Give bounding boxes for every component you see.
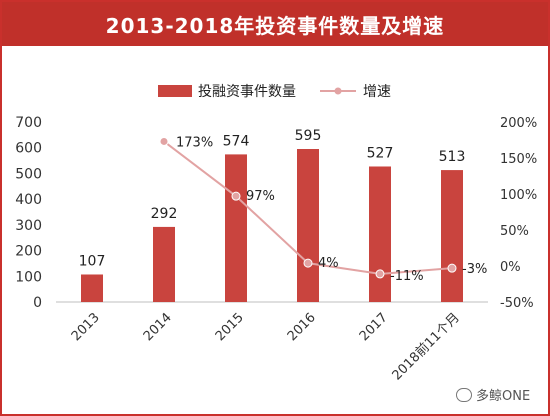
bar bbox=[153, 226, 175, 302]
growth-point bbox=[375, 269, 385, 279]
y-right-tick-label: 100% bbox=[500, 188, 537, 203]
bar-value-label: 107 bbox=[79, 253, 106, 269]
chart-title: 2013-2018年投资事件数量及增速 bbox=[2, 2, 548, 46]
watermark: 多鲸ONE bbox=[456, 385, 530, 404]
growth-value-label: -3% bbox=[462, 262, 487, 277]
growth-value-label: 4% bbox=[318, 256, 339, 271]
legend-bar-swatch bbox=[158, 85, 192, 97]
x-tick-label: 2015 bbox=[213, 310, 247, 344]
x-tick-label: 2016 bbox=[285, 310, 319, 344]
x-tick-label: 2013 bbox=[69, 310, 103, 344]
y-left-tick-label: 0 bbox=[33, 295, 42, 311]
legend-bar-label: 投融资事件数量 bbox=[198, 84, 296, 100]
y-right-tick-label: 50% bbox=[500, 224, 529, 239]
bar-value-label: 513 bbox=[439, 149, 466, 165]
bar bbox=[81, 274, 103, 302]
bar-value-label: 574 bbox=[223, 133, 250, 149]
bar bbox=[369, 166, 391, 302]
growth-value-label: 173% bbox=[176, 135, 213, 150]
bar-value-label: 595 bbox=[295, 128, 322, 144]
y-left-tick-label: 300 bbox=[15, 218, 42, 234]
x-tick-label: 2018前11个月 bbox=[389, 310, 463, 384]
y-right-tick-label: 150% bbox=[500, 152, 537, 167]
bar bbox=[297, 149, 319, 302]
growth-value-label: 97% bbox=[246, 189, 275, 204]
y-left-tick-label: 100 bbox=[15, 269, 42, 285]
bar-value-label: 292 bbox=[151, 206, 178, 222]
bar bbox=[441, 170, 463, 302]
bar-value-label: 527 bbox=[367, 145, 394, 161]
y-left-tick-label: 600 bbox=[15, 141, 42, 157]
watermark-text: 多鲸ONE bbox=[476, 389, 531, 404]
growth-point bbox=[303, 258, 313, 268]
legend-line-marker bbox=[334, 87, 342, 95]
y-left-tick-label: 700 bbox=[15, 115, 42, 131]
x-tick-label: 2017 bbox=[357, 310, 391, 344]
y-left-tick-label: 500 bbox=[15, 166, 42, 182]
growth-value-label: -11% bbox=[390, 269, 424, 284]
wechat-icon bbox=[456, 387, 472, 402]
x-tick-label: 2014 bbox=[141, 310, 175, 344]
growth-point bbox=[447, 263, 457, 273]
y-left-tick-label: 200 bbox=[15, 244, 42, 260]
bar bbox=[225, 154, 247, 302]
growth-point bbox=[231, 191, 241, 201]
y-right-tick-label: -50% bbox=[500, 296, 534, 311]
y-right-tick-label: 200% bbox=[500, 116, 537, 131]
y-left-tick-label: 400 bbox=[15, 192, 42, 208]
y-right-tick-label: 0% bbox=[500, 260, 521, 275]
growth-point bbox=[159, 136, 169, 146]
legend-line-label: 增速 bbox=[363, 84, 391, 100]
